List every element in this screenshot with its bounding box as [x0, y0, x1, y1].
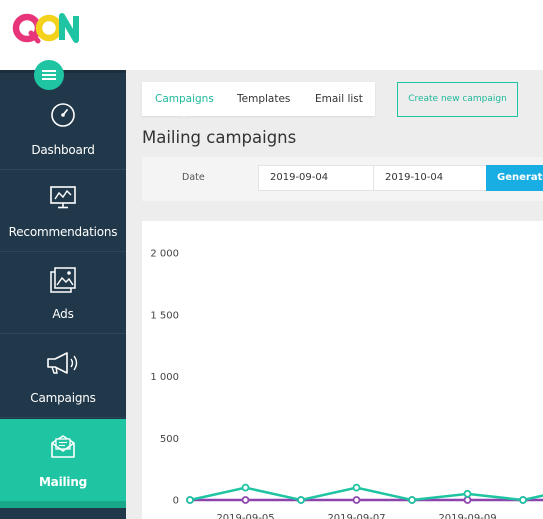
- sidebar-item-label: Dashboard: [31, 143, 95, 157]
- sidebar-item-label: Campaigns: [30, 391, 96, 405]
- data-point[interactable]: [297, 496, 305, 504]
- qon-logo[interactable]: [10, 10, 82, 46]
- sidebar-item-label: Ads: [52, 307, 74, 321]
- data-point[interactable]: [408, 496, 416, 504]
- envelope-icon: [51, 435, 75, 458]
- gauge-icon: [51, 103, 75, 127]
- active-tab-caret: [179, 112, 189, 117]
- data-point[interactable]: [352, 483, 361, 492]
- y-tick-label: 2 000: [150, 249, 179, 260]
- y-tick-label: 500: [160, 434, 179, 445]
- data-point[interactable]: [463, 496, 472, 504]
- data-point[interactable]: [463, 489, 472, 498]
- tab-bar: Campaigns Templates Email list: [142, 82, 375, 116]
- mailing-chart: 0 500 1 000 1 500 2 000 2019-09-05 2019-09-07…: [150, 249, 543, 519]
- data-point[interactable]: [241, 496, 250, 504]
- image-gallery-icon: [50, 267, 76, 293]
- date-from-input[interactable]: 2019-09-04: [258, 165, 374, 191]
- x-tick-label: 2019-09-07: [327, 513, 385, 519]
- y-tick-label: 0: [173, 496, 179, 507]
- top-bar: [0, 0, 543, 70]
- sidebar-item-dashboard[interactable]: Dashboard: [0, 88, 126, 170]
- sidebar-active-shadow: [0, 501, 126, 508]
- sidebar-item-label: Recommendations: [8, 225, 118, 239]
- tab-campaigns[interactable]: Campaigns: [155, 93, 214, 105]
- date-label: Date: [182, 172, 205, 183]
- menu-toggle-button[interactable]: [34, 60, 64, 90]
- sidebar-item-mailing[interactable]: Mailing: [0, 419, 126, 501]
- sidebar-item-recommendations[interactable]: Recommendations: [0, 170, 126, 252]
- hamburger-icon: [42, 70, 56, 80]
- page-title: Mailing campaigns: [142, 128, 297, 147]
- create-campaign-button[interactable]: Create new campaign: [397, 82, 518, 117]
- tab-email-list[interactable]: Email list: [315, 93, 363, 105]
- y-tick-label: 1 000: [150, 372, 179, 383]
- sidebar-item-campaigns[interactable]: Campaigns: [0, 336, 126, 418]
- tab-templates[interactable]: Templates: [237, 93, 291, 105]
- data-point[interactable]: [519, 496, 527, 504]
- sidebar-item-label: Mailing: [38, 475, 88, 489]
- monitor-chart-icon: [50, 186, 76, 209]
- y-tick-label: 1 500: [150, 310, 179, 321]
- data-point[interactable]: [241, 483, 250, 492]
- x-tick-label: 2019-09-09: [438, 513, 496, 519]
- data-point[interactable]: [186, 496, 194, 504]
- data-point[interactable]: [352, 496, 361, 504]
- megaphone-icon: [47, 352, 78, 374]
- series-line: [189, 486, 543, 502]
- sidebar-item-ads[interactable]: Ads: [0, 252, 126, 334]
- generate-button[interactable]: Generate: [486, 165, 543, 191]
- date-to-input[interactable]: 2019-10-04: [373, 165, 487, 191]
- chart-card: [142, 221, 543, 519]
- x-tick-label: 2019-09-05: [216, 513, 274, 519]
